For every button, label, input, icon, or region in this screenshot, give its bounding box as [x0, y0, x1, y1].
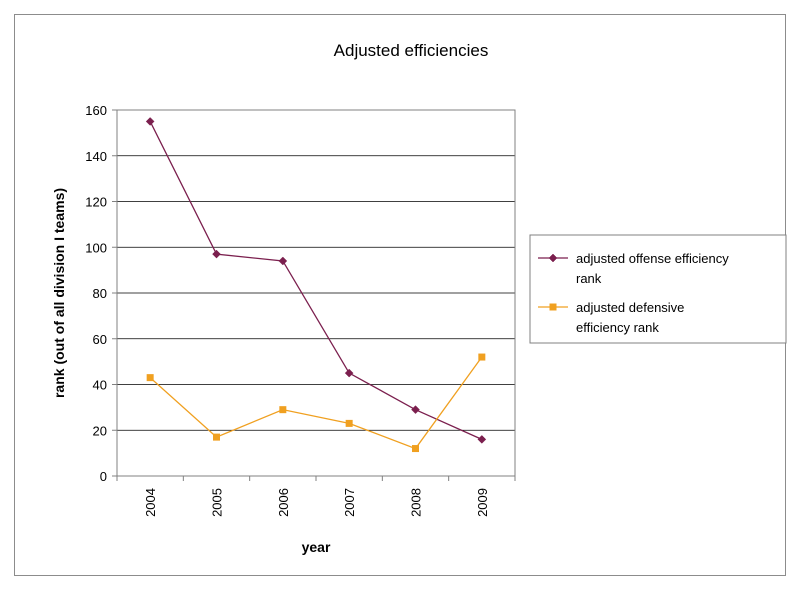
x-tick-label: 2006: [276, 488, 291, 517]
data-point: [477, 435, 487, 444]
data-point: [345, 419, 353, 427]
y-tick-label: 60: [93, 332, 107, 347]
data-point: [278, 256, 288, 266]
y-axis: 0 20 40 60 80 100 120 140 160: [85, 103, 117, 484]
data-point: [411, 405, 420, 415]
data-point: [212, 249, 221, 259]
data-point: [145, 117, 155, 126]
x-tick-label: 2005: [210, 488, 225, 517]
legend-box: [529, 234, 787, 344]
series-1: [145, 117, 487, 444]
series-line: [149, 356, 483, 450]
x-tick-label: 2009: [475, 488, 490, 517]
y-axis-title: rank (out of all division I teams): [51, 188, 67, 398]
y-tick-label: 140: [85, 149, 107, 164]
series-2: [146, 353, 486, 453]
series-layer: [145, 117, 487, 453]
x-tick-label: 2004: [143, 488, 158, 517]
y-tick-label: 0: [100, 469, 107, 484]
series-line: [149, 121, 483, 440]
gridlines: [117, 109, 515, 431]
y-tick-label: 120: [85, 195, 107, 210]
x-axis: 2004 2005 2006 2007 2008 2009: [116, 476, 516, 517]
data-point: [279, 406, 287, 414]
data-point: [213, 433, 220, 441]
y-tick-label: 40: [93, 378, 107, 393]
legend-entry-1: adjusted offense efficiency rank: [538, 251, 729, 286]
legend-entry-2: adjusted defensive efficiency rank: [538, 300, 684, 335]
data-point: [146, 374, 154, 382]
legend-label: efficiency rank: [576, 320, 659, 335]
legend-label: adjusted offense efficiency: [576, 251, 729, 266]
legend-marker: [549, 303, 557, 311]
data-point: [478, 353, 486, 361]
legend-marker: [548, 253, 558, 263]
data-point: [412, 445, 419, 453]
y-tick-label: 20: [93, 423, 107, 438]
data-point: [344, 368, 354, 378]
legend: adjusted offense efficiencyrankadjusted …: [529, 234, 787, 344]
chart-title: Adjusted efficiencies: [334, 41, 489, 60]
x-axis-title: year: [302, 539, 331, 555]
x-tick-label: 2007: [342, 488, 357, 517]
legend-label: adjusted defensive: [576, 300, 684, 315]
x-tick-label: 2008: [409, 488, 424, 517]
legend-label: rank: [576, 271, 602, 286]
y-tick-label: 100: [85, 240, 107, 255]
y-tick-label: 80: [93, 286, 107, 301]
y-tick-label: 160: [85, 103, 107, 118]
